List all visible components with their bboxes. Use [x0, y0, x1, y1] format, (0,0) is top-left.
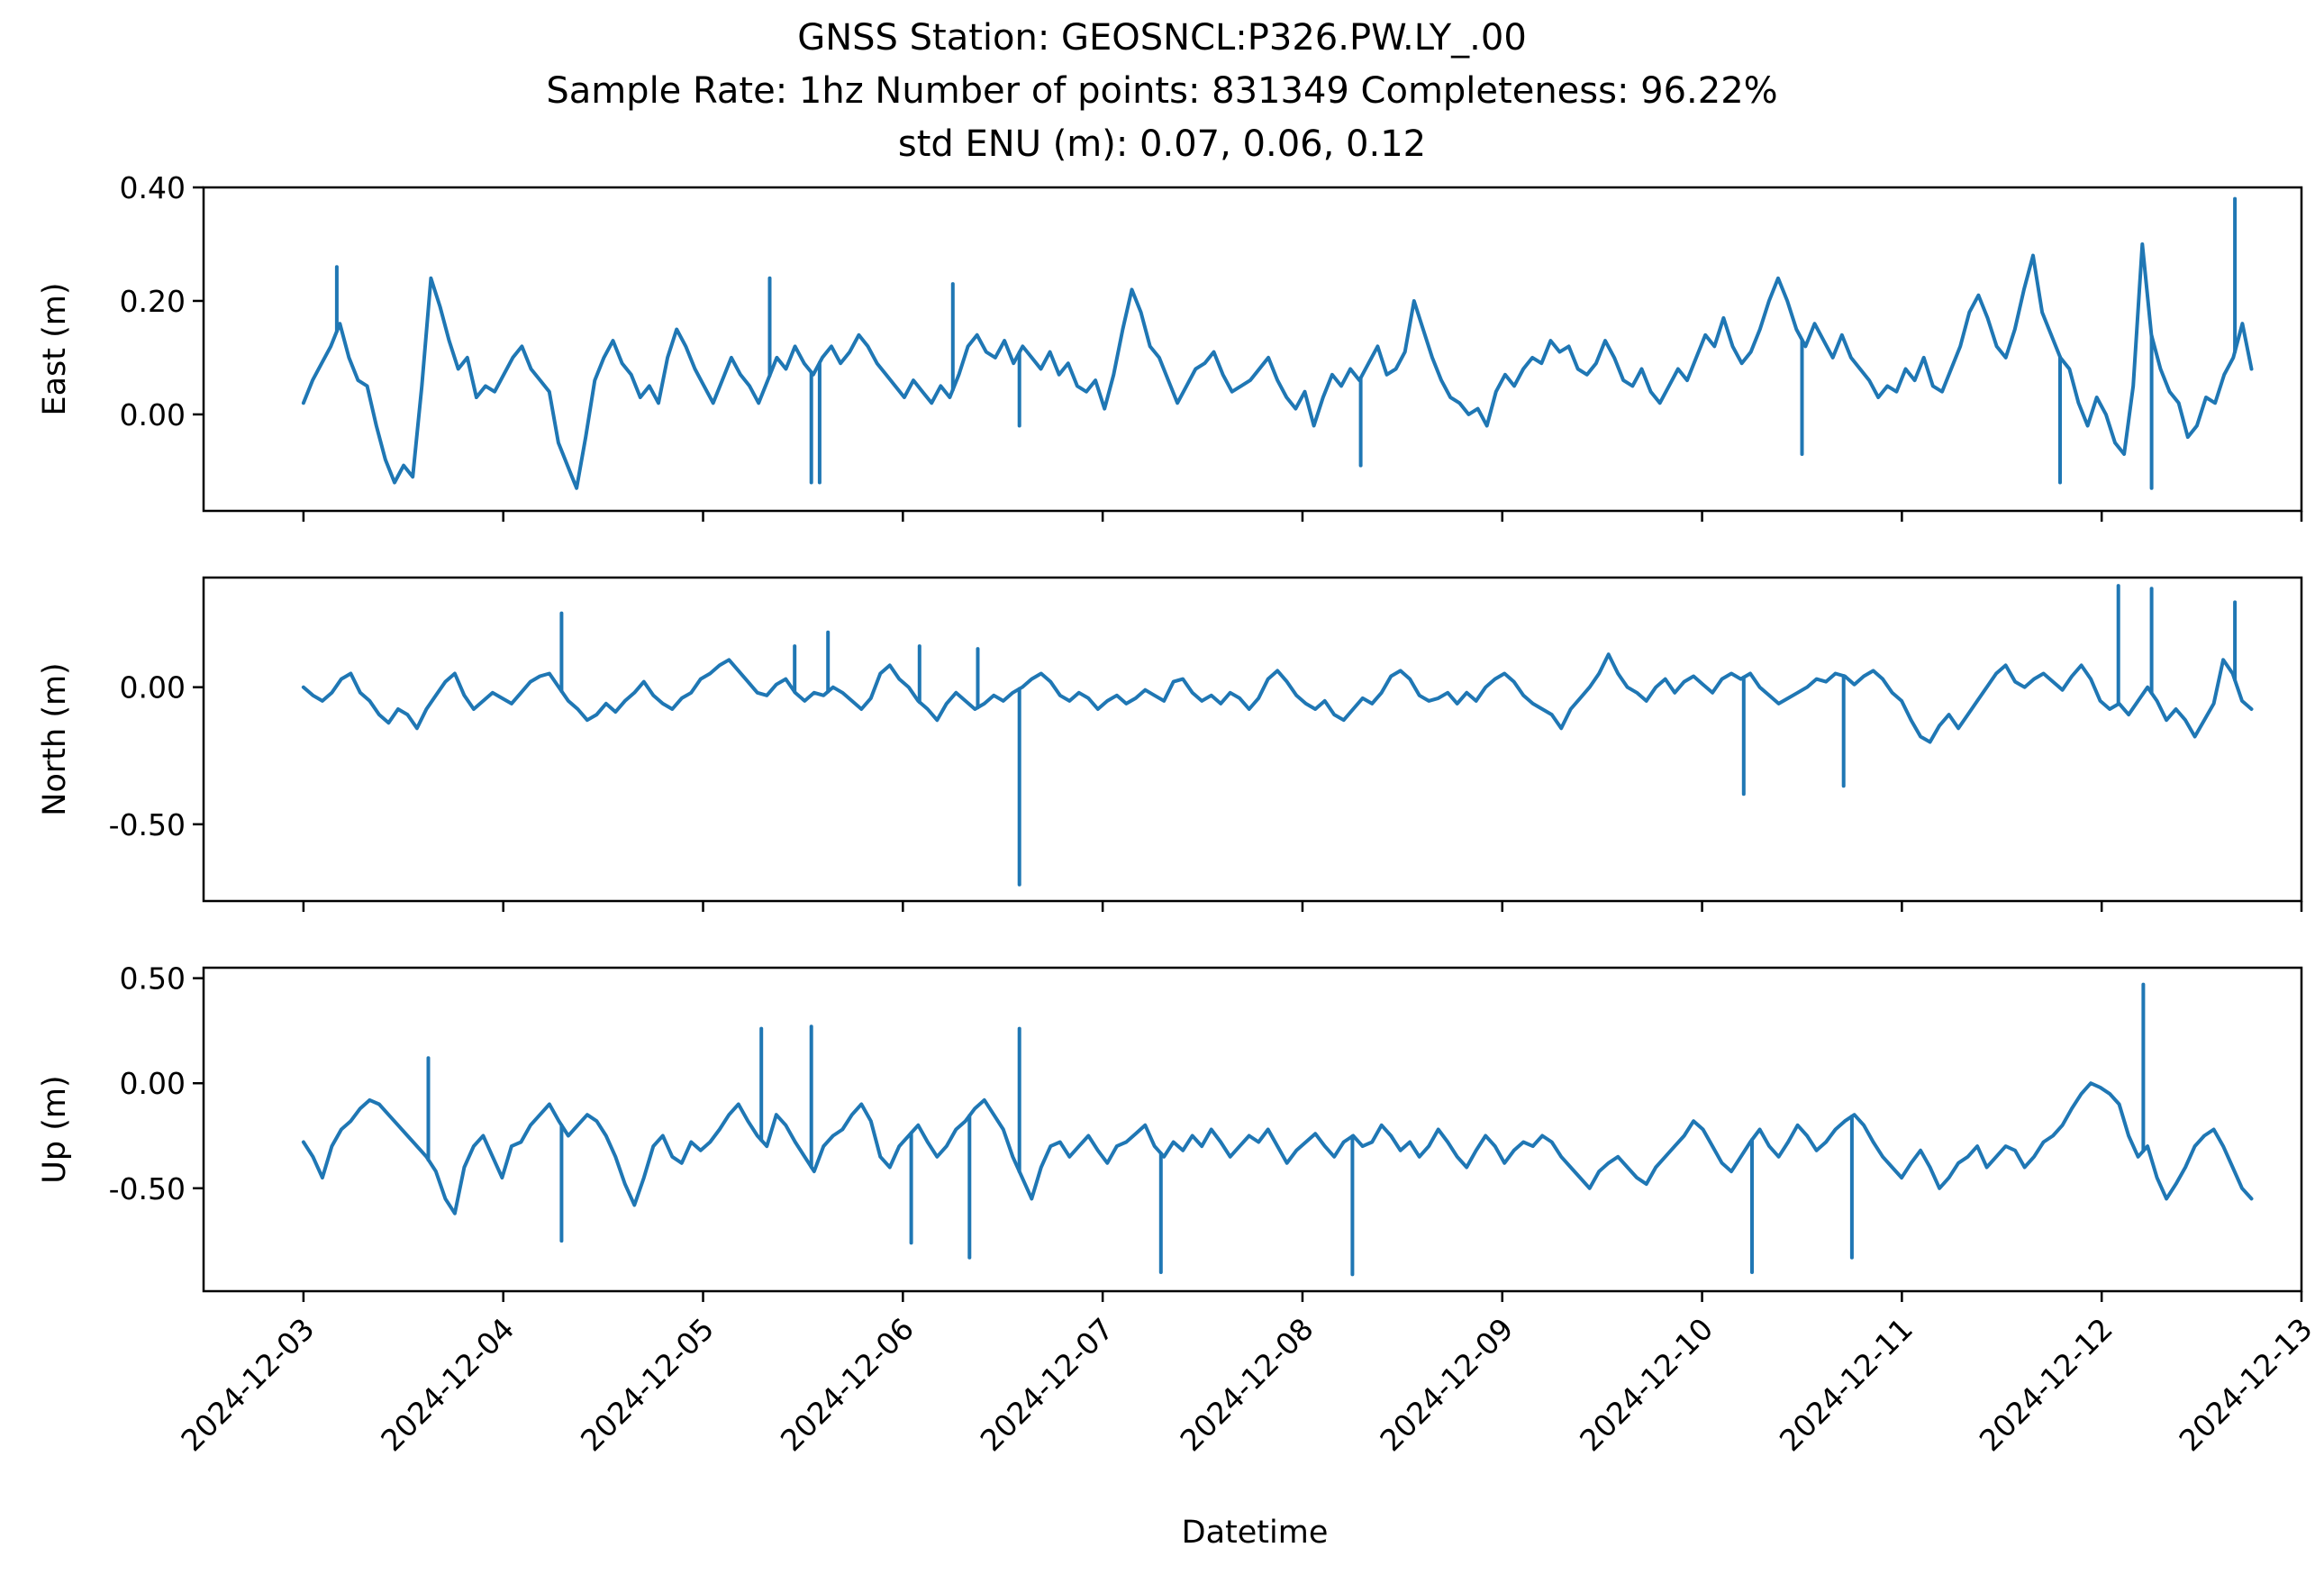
y-axis-label-3: Up (m)	[37, 1075, 73, 1183]
y-tick-label-2-1: -0.50	[109, 807, 186, 842]
series-line-1-1	[301, 242, 2254, 490]
panel-frame-2	[202, 576, 2303, 903]
x-tick-label-5: 2024-12-07	[974, 1311, 1121, 1458]
y-tick-label-1-3: 0.40	[120, 170, 186, 205]
panel-1: 0.00 0.20 0.40 East (m)	[37, 170, 2303, 522]
chart-title: GNSS Station: GEOSNCL:P326.PW.LY_.00 Sam…	[546, 17, 1777, 165]
panel-frame-1	[202, 186, 2303, 513]
x-tick-label-11: 2024-12-13	[2172, 1311, 2319, 1458]
y-tick-label-2-2: 0.00	[120, 670, 186, 706]
x-tick-label-3: 2024-12-05	[574, 1311, 721, 1458]
series-line-2-1	[301, 652, 2254, 744]
series-line-3-1	[301, 1081, 2254, 1215]
x-tick-label-4: 2024-12-06	[774, 1311, 921, 1458]
y-tick-label-1-1: 0.00	[120, 397, 186, 432]
x-axis-label: Datetime	[1182, 1515, 1329, 1551]
title-line-2: Sample Rate: 1hz Number of points: 83134…	[546, 70, 1777, 112]
title-line-1: GNSS Station: GEOSNCL:P326.PW.LY_.00	[797, 17, 1527, 59]
y-axis-label-2: North (m)	[37, 662, 73, 815]
x-tick-label-9: 2024-12-11	[1773, 1311, 1920, 1458]
panel-2: -0.50 0.00 North (m)	[37, 576, 2303, 912]
panel-3: -0.50 0.00 0.50 Up (m) 2024-12-03 2024-12-04 2…	[37, 961, 2319, 1459]
y-axis-label-1: East (m)	[37, 282, 73, 415]
x-tick-label-8: 2024-12-10	[1573, 1311, 1720, 1458]
x-tick-label-10: 2024-12-12	[1973, 1311, 2120, 1458]
y-tick-label-1-2: 0.20	[120, 284, 186, 319]
title-line-3: std ENU (m): 0.07, 0.06, 0.12	[898, 123, 1426, 165]
x-tick-label-7: 2024-12-09	[1373, 1311, 1520, 1458]
y-tick-label-3-2: 0.00	[120, 1066, 186, 1101]
x-tick-label-2: 2024-12-04	[374, 1311, 521, 1458]
panel-frame-3	[202, 966, 2303, 1293]
y-tick-label-3-3: 0.50	[120, 961, 186, 997]
x-tick-label-1: 2024-12-03	[174, 1311, 321, 1458]
y-tick-label-3-1: -0.50	[109, 1171, 186, 1206]
x-tick-label-6: 2024-12-08	[1173, 1311, 1320, 1458]
